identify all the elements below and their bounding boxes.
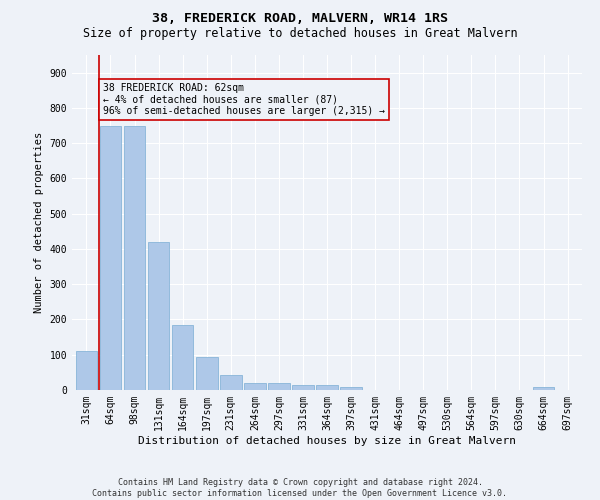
Bar — [196, 356, 218, 390]
Bar — [268, 383, 290, 390]
Bar — [148, 242, 169, 390]
Bar — [76, 351, 97, 390]
Text: 38, FREDERICK ROAD, MALVERN, WR14 1RS: 38, FREDERICK ROAD, MALVERN, WR14 1RS — [152, 12, 448, 26]
Bar — [172, 325, 193, 390]
Bar — [533, 387, 554, 390]
Bar — [220, 375, 242, 390]
X-axis label: Distribution of detached houses by size in Great Malvern: Distribution of detached houses by size … — [138, 436, 516, 446]
Bar — [124, 126, 145, 390]
Y-axis label: Number of detached properties: Number of detached properties — [34, 132, 44, 313]
Text: Contains HM Land Registry data © Crown copyright and database right 2024.
Contai: Contains HM Land Registry data © Crown c… — [92, 478, 508, 498]
Bar — [292, 384, 314, 390]
Text: Size of property relative to detached houses in Great Malvern: Size of property relative to detached ho… — [83, 28, 517, 40]
Bar — [244, 383, 266, 390]
Bar — [100, 126, 121, 390]
Bar — [340, 387, 362, 390]
Text: 38 FREDERICK ROAD: 62sqm
← 4% of detached houses are smaller (87)
96% of semi-de: 38 FREDERICK ROAD: 62sqm ← 4% of detache… — [103, 83, 385, 116]
Bar — [316, 384, 338, 390]
